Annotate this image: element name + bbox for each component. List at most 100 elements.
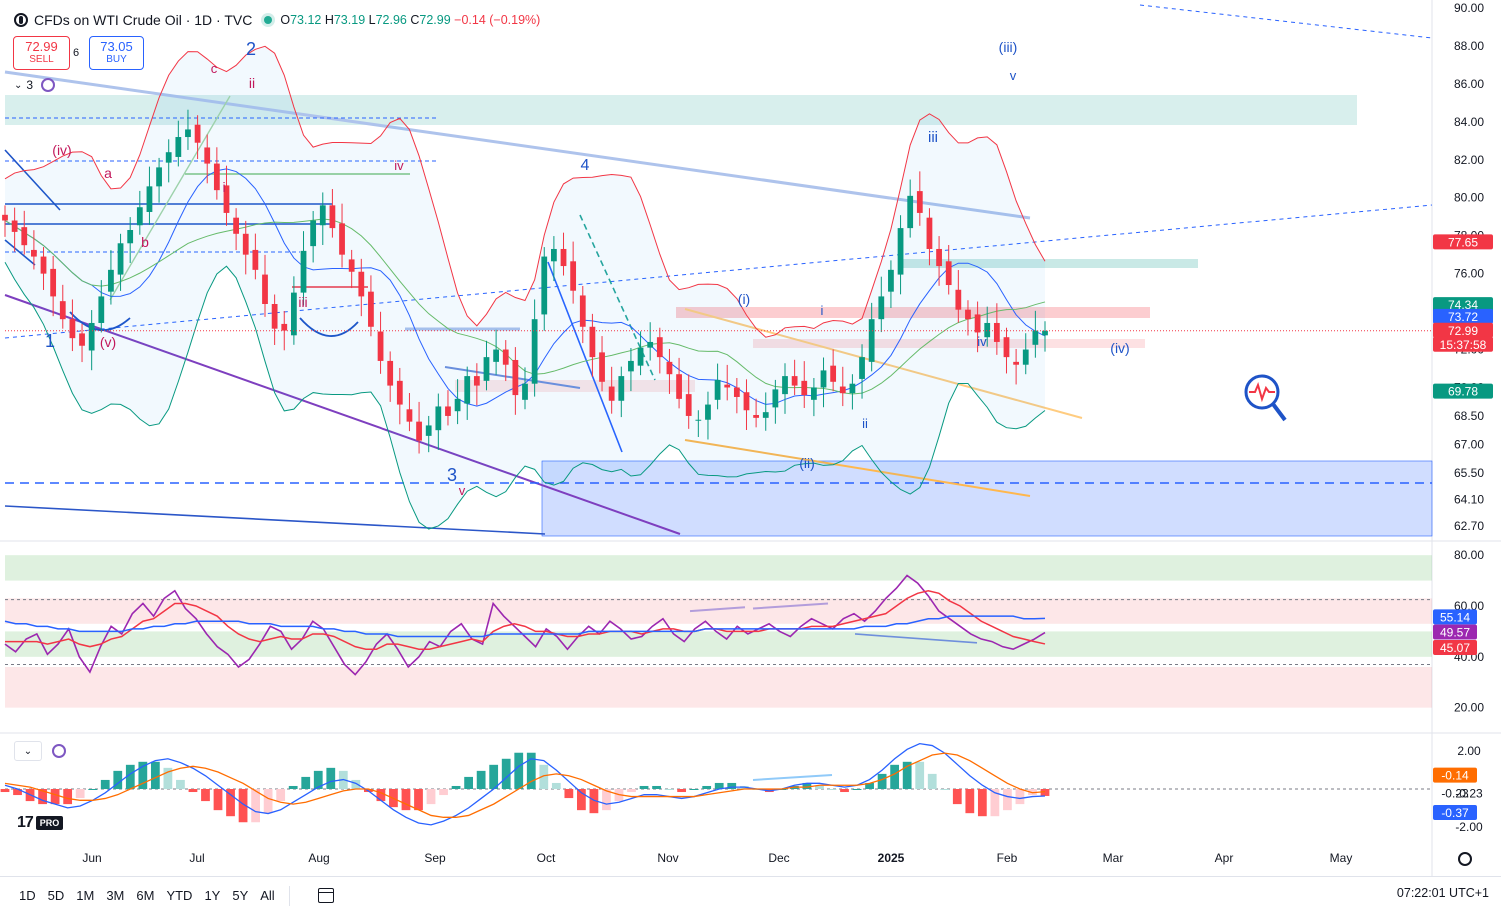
refresh-icon[interactable]	[41, 78, 56, 92]
candle-body	[1032, 330, 1039, 345]
low-value: 72.96	[375, 13, 407, 27]
candle	[560, 232, 567, 276]
buy-price: 73.05	[100, 39, 133, 54]
candle	[252, 233, 259, 280]
candle-body	[926, 217, 933, 249]
candle	[743, 379, 750, 430]
candle	[300, 231, 307, 306]
candle-body	[271, 304, 278, 329]
timeframe-1d[interactable]: 1D	[19, 888, 36, 903]
candle-body	[916, 191, 923, 213]
rsi-axis-tick: 20.00	[1454, 701, 1484, 715]
candle	[2, 205, 8, 237]
price-label-text: 73.72	[1448, 310, 1478, 324]
candle-body	[1003, 337, 1010, 358]
timeframe-5d[interactable]: 5D	[47, 888, 65, 903]
macd-histogram-bar	[915, 761, 925, 789]
macd-histogram-bar	[213, 789, 223, 811]
candle	[348, 249, 355, 289]
wave-label: a	[104, 165, 112, 181]
indicators-toggle[interactable]: ⌄ 3	[14, 78, 56, 92]
candle	[522, 367, 528, 410]
candle-body	[936, 248, 942, 267]
timeframe-1y[interactable]: 1Y	[204, 888, 221, 903]
macd-histogram-bar	[276, 789, 286, 802]
candle	[849, 374, 856, 410]
refresh-icon[interactable]	[52, 744, 66, 758]
chevron-down-icon[interactable]: ⌄	[14, 741, 42, 761]
macd-axis-tick: 2.00	[1457, 744, 1481, 758]
calendar-icon[interactable]	[317, 888, 334, 903]
candle	[339, 203, 345, 268]
macd-histogram-bar	[100, 779, 110, 789]
macd-histogram-bar	[827, 789, 837, 790]
sell-button[interactable]: 72.99 SELL	[13, 36, 70, 70]
candle	[551, 236, 557, 282]
arc-marker	[299, 317, 359, 337]
gear-icon[interactable]	[1458, 852, 1472, 866]
timeframe-3m[interactable]: 3M	[106, 888, 125, 903]
timeframe-5y[interactable]: 5Y	[232, 888, 249, 903]
close-value: 72.99	[419, 13, 451, 27]
candle-body	[339, 223, 345, 255]
candle	[108, 250, 114, 305]
macd-histogram-bar	[627, 789, 636, 793]
macd-histogram-bar	[689, 789, 699, 790]
wave-label: ii	[249, 75, 255, 91]
candle	[570, 241, 577, 304]
tradingview-logo-text: 17	[17, 814, 34, 831]
candle-body	[165, 152, 172, 163]
candle-body	[801, 380, 808, 396]
chevron-down-icon[interactable]: ⌄	[14, 79, 23, 91]
wave-label: v	[1010, 68, 1017, 83]
macd-histogram-bar	[840, 789, 849, 793]
candle-body	[348, 259, 355, 272]
candle	[69, 299, 76, 352]
candle-body	[358, 271, 365, 297]
candle	[589, 313, 596, 377]
macd-histogram-bar	[514, 752, 524, 789]
macd-value-label: -0.14	[1433, 767, 1477, 783]
timeframe-ytd[interactable]: YTD	[166, 888, 193, 903]
candle	[618, 366, 625, 418]
wave-label: (i)	[738, 291, 750, 307]
macd-value-bg	[1433, 804, 1477, 820]
candle-body	[839, 386, 846, 394]
timeframe-6m[interactable]: 6M	[136, 888, 155, 903]
price-label-text: 72.99	[1448, 324, 1478, 338]
candle	[907, 179, 914, 238]
macd-histogram-bar	[113, 770, 123, 789]
rsi-line	[4, 574, 1046, 676]
rsi-value-bg	[1433, 624, 1477, 640]
candle-body	[743, 392, 750, 411]
rsi-value-label: 55.14	[1433, 609, 1477, 625]
macd-pane-toggle[interactable]: ⌄	[14, 741, 66, 761]
price-label-text: 15:37:58	[1440, 338, 1487, 352]
candle-body	[319, 205, 326, 226]
candle-body	[897, 228, 904, 275]
buy-button[interactable]: 73.05 BUY	[89, 36, 144, 70]
rsi-overbought-band	[5, 555, 1432, 581]
candle-body	[185, 129, 191, 138]
macd-histogram-bar	[138, 761, 148, 789]
time-axis-label: Mar	[1103, 851, 1124, 865]
timeframe-all[interactable]: All	[260, 888, 275, 903]
clock[interactable]: 07:22:01 UTC+1	[1396, 886, 1489, 900]
candle	[541, 247, 548, 331]
candle-body	[666, 361, 673, 375]
wave-label: 1	[45, 331, 55, 351]
candle	[146, 166, 153, 225]
candle-body	[599, 352, 605, 382]
wave-label: v	[459, 483, 466, 498]
candle	[1032, 310, 1039, 358]
time-axis-label: Aug	[308, 851, 329, 865]
candle	[493, 329, 499, 375]
candle-body	[252, 249, 259, 270]
price-label-bg	[1433, 336, 1493, 352]
candle	[830, 349, 837, 392]
candle	[531, 299, 538, 397]
timeframe-1m[interactable]: 1M	[76, 888, 95, 903]
symbol-title[interactable]: CFDs on WTI Crude Oil · 1D · TVC	[34, 12, 253, 28]
